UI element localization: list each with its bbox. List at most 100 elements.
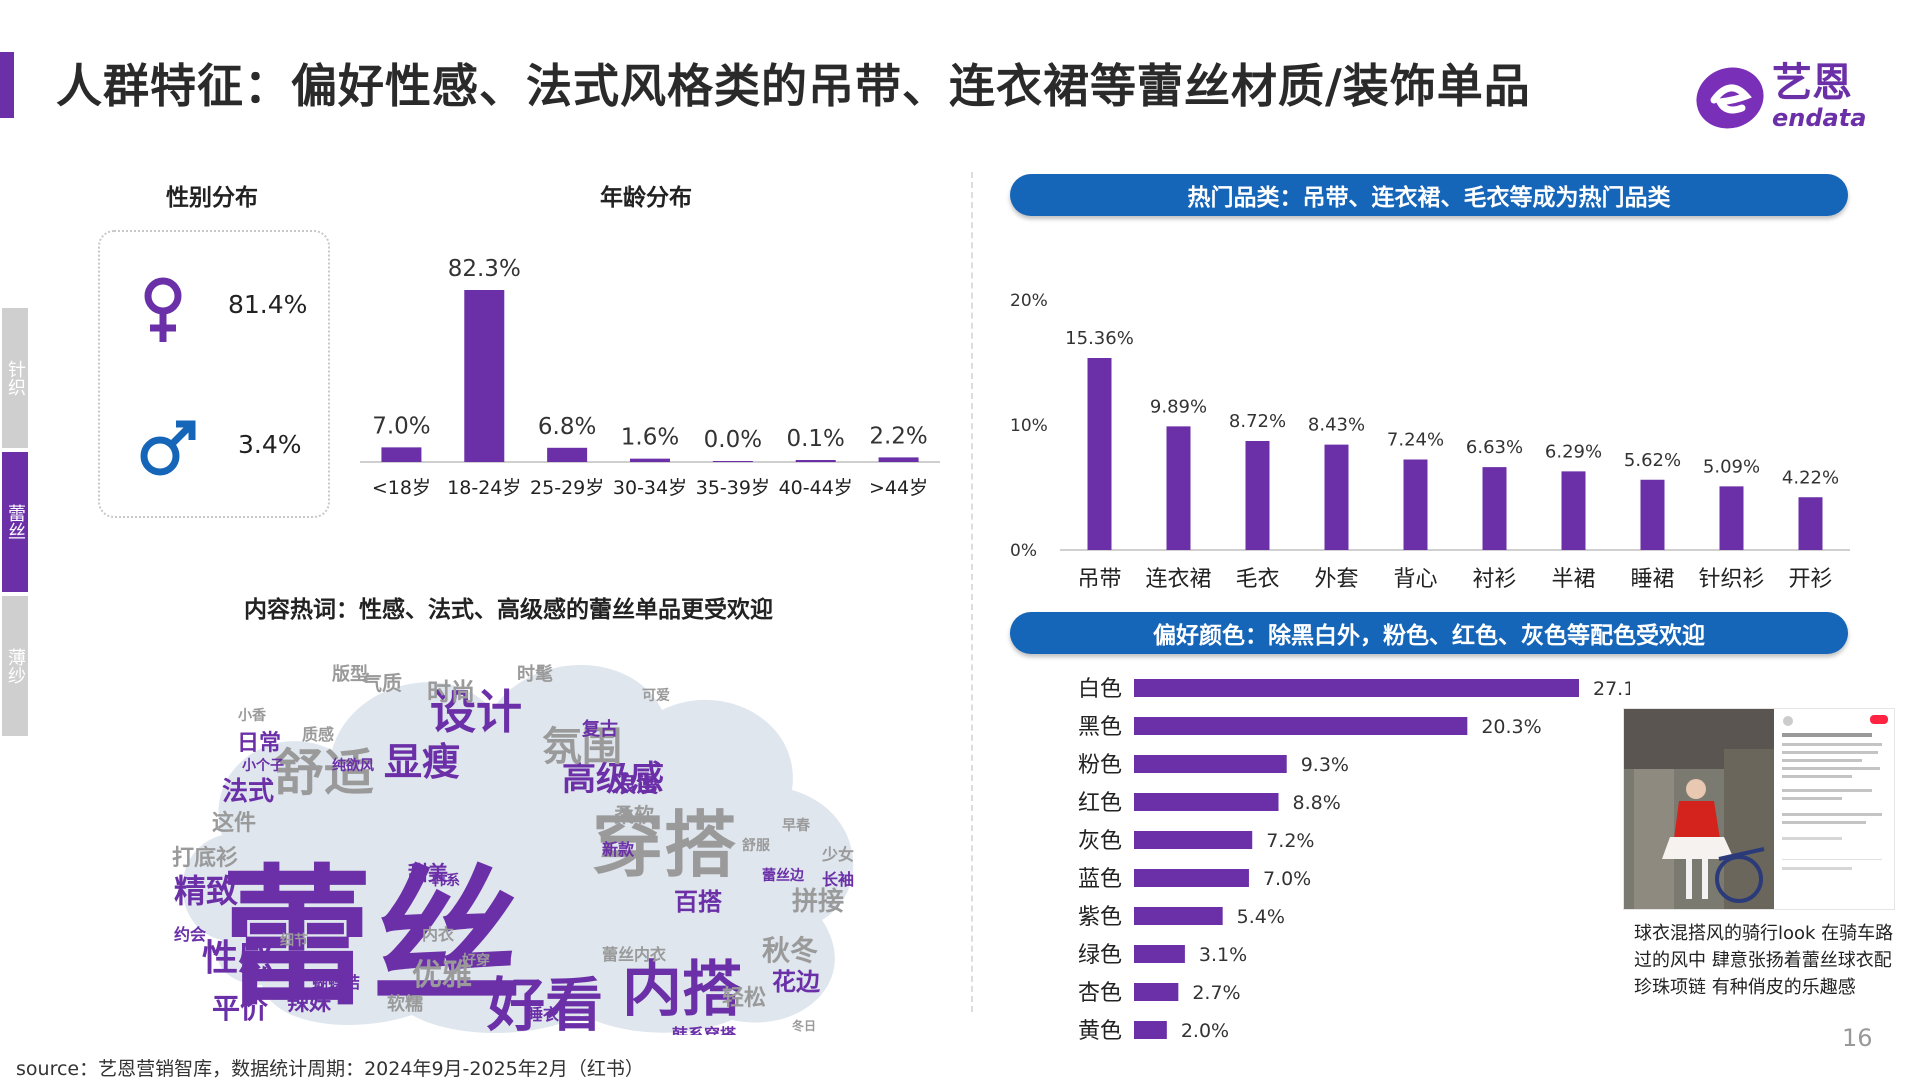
color-bar-chart: 白色 27.1% 黑色 20.3% 粉色 9.3% 红色 8.8% 灰色 7.2% 蓝色 7.0% 紫色… xyxy=(1078,677,1630,1044)
photo-caption: 球衣混搭风的骑行look 在骑车路过的风中 肆意张扬着蕾丝球衣配珍珠项链 有种俏… xyxy=(1634,923,1894,998)
age-category-label: 35-39岁 xyxy=(696,477,770,499)
title-accent-bar xyxy=(0,52,14,118)
category-y-tick-label: 10% xyxy=(1010,416,1048,436)
word-cloud-word: 辣妹 xyxy=(287,990,332,1016)
category-label: 外套 xyxy=(1314,567,1358,592)
word-cloud-word: 甜美 xyxy=(408,861,449,885)
category-label: 半裙 xyxy=(1551,567,1595,592)
color-category-label: 蓝色 xyxy=(1078,867,1122,892)
gender-section-title: 性别分布 xyxy=(166,185,258,211)
side-tab-knit[interactable]: 针织 xyxy=(2,308,28,448)
category-chart-title-pill: 热门品类：吊带、连衣裙、毛衣等成为热门品类 xyxy=(1010,174,1848,216)
category-bar xyxy=(1166,426,1191,550)
color-bar-label: 2.0% xyxy=(1181,1020,1229,1042)
category-label: 针织衫 xyxy=(1698,567,1764,592)
age-bar-label: 2.2% xyxy=(869,423,927,449)
color-category-label: 灰色 xyxy=(1078,829,1122,854)
color-bar-label: 7.2% xyxy=(1266,830,1314,852)
category-bar xyxy=(1798,497,1823,550)
word-cloud-word: 小香 xyxy=(238,707,267,724)
color-category-label: 紫色 xyxy=(1078,905,1122,930)
word-cloud-word: 蕾丝边 xyxy=(762,867,805,884)
category-bar-label: 7.24% xyxy=(1387,430,1444,451)
word-cloud-word: 穿搭 xyxy=(592,803,736,887)
logo-en-text: endata xyxy=(1772,104,1866,132)
word-cloud-word: 花边 xyxy=(772,968,821,996)
age-bar-chart: 7.0% <18岁 82.3% 18-24岁 6.8% 25-29岁 1.6% 30-34岁 0… xyxy=(360,256,940,499)
category-y-tick-label: 0% xyxy=(1010,541,1037,561)
category-bar-label: 15.36% xyxy=(1065,328,1134,349)
word-cloud-word: 冬日 xyxy=(792,1018,816,1033)
word-cloud-word: 韩系 xyxy=(432,872,460,889)
word-cloud-word: 早春 xyxy=(782,817,811,834)
age-category-label: 30-34岁 xyxy=(613,477,687,499)
color-bar xyxy=(1134,755,1287,773)
color-bar-label: 3.1% xyxy=(1199,944,1247,966)
age-bar xyxy=(712,461,753,462)
category-label: 毛衣 xyxy=(1235,567,1279,592)
male-symbol-icon xyxy=(140,420,196,476)
side-tab-lace[interactable]: 蕾丝 xyxy=(2,452,28,592)
category-label: 背心 xyxy=(1393,567,1437,592)
word-cloud-word: 舒适 xyxy=(274,744,374,802)
word-cloud-word: 氛围 xyxy=(542,724,622,770)
age-bar-label: 1.6% xyxy=(621,425,679,451)
word-cloud-word: 新款 xyxy=(602,840,635,859)
word-cloud-shape xyxy=(182,665,854,1034)
category-bar xyxy=(1561,471,1586,550)
color-category-label: 绿色 xyxy=(1078,943,1122,968)
gender-box: 81.4% 3.4% xyxy=(98,230,330,518)
category-bar-label: 4.22% xyxy=(1782,467,1839,488)
word-cloud-word: 设计 xyxy=(430,685,522,739)
category-bar-label: 9.89% xyxy=(1150,396,1207,417)
word-cloud-word: 纯欲风 xyxy=(332,757,374,774)
word-cloud-word: 精致 xyxy=(174,872,238,910)
post-photo-illustration xyxy=(1624,709,1894,909)
category-y-tick-label: 20% xyxy=(1010,291,1048,311)
category-bar-label: 6.29% xyxy=(1545,441,1602,462)
color-bar xyxy=(1134,717,1468,735)
female-percentage: 81.4% xyxy=(228,290,308,319)
word-cloud-word: 内衣 xyxy=(422,925,454,944)
age-chart-title: 年龄分布 xyxy=(600,185,692,211)
category-label: 连衣裙 xyxy=(1145,567,1211,592)
category-bar-label: 5.62% xyxy=(1624,450,1681,471)
word-cloud-word: 软糯 xyxy=(387,993,423,1015)
category-bar-label: 8.72% xyxy=(1229,411,1286,432)
age-category-label: <18岁 xyxy=(372,477,431,499)
word-cloud-word: 韩系穿搭 xyxy=(672,1025,737,1035)
social-post-photo[interactable] xyxy=(1623,708,1895,910)
category-label: 吊带 xyxy=(1077,567,1121,592)
wordcloud-title: 内容热词：性感、法式、高级感的蕾丝单品更受欢迎 xyxy=(244,597,773,623)
category-bar xyxy=(1640,479,1665,550)
age-bar-label: 6.8% xyxy=(538,414,596,440)
color-bar-label: 20.3% xyxy=(1481,716,1541,738)
column-divider xyxy=(971,172,973,1012)
logo-cn-text: 艺恩 xyxy=(1772,60,1852,106)
category-bar-label: 8.43% xyxy=(1308,415,1365,436)
word-cloud-word: 拼接 xyxy=(792,887,844,917)
category-bar-label: 5.09% xyxy=(1703,456,1760,477)
word-cloud-word: 日常 xyxy=(237,730,281,756)
word-cloud-word: 浪漫 xyxy=(614,772,658,798)
age-category-label: 40-44岁 xyxy=(779,477,853,499)
page-title: 人群特征：偏好性感、法式风格类的吊带、连衣裙等蕾丝材质/装饰单品 xyxy=(56,59,1531,113)
word-cloud-word: 优雅 xyxy=(412,958,472,993)
source-note: source：艺恩营销智库，数据统计周期：2024年9月-2025年2月（红书） xyxy=(16,1058,644,1080)
word-cloud-word: 蕾丝 xyxy=(222,852,522,1026)
age-bar xyxy=(795,460,836,462)
color-bar xyxy=(1134,679,1579,697)
word-cloud-word: 舒服 xyxy=(742,837,771,854)
category-bar-chart: 0% 10% 20% 15.36% 吊带 9.89% 连衣裙 8.72% 毛衣 8.43% 外套 7.… xyxy=(1010,291,1850,592)
word-cloud-word: 内搭 xyxy=(622,955,742,1025)
side-tab-tulle[interactable]: 薄纱 xyxy=(2,596,28,736)
age-bar xyxy=(547,447,588,462)
category-bar xyxy=(1403,459,1428,550)
age-category-label: 18-24岁 xyxy=(447,477,521,499)
word-cloud-word: 这件 xyxy=(212,810,256,836)
age-bar xyxy=(464,290,505,462)
age-bar-label: 0.1% xyxy=(786,426,844,452)
word-cloud-word: 蕾丝内衣 xyxy=(602,945,666,964)
color-category-label: 粉色 xyxy=(1078,753,1122,778)
